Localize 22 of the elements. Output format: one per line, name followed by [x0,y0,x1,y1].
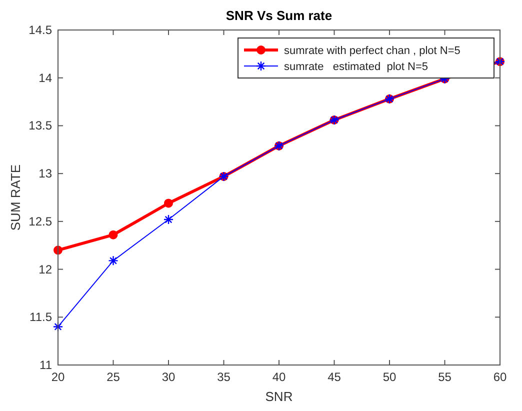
y-tick-label: 12 [38,262,52,276]
x-axis-title: SNR [265,389,293,404]
y-tick-label: 11 [40,358,52,372]
y-axis-title: SUM RATE [8,164,23,231]
y-tick-label: 13.5 [28,118,52,133]
y-tick-label: 14.5 [28,23,52,37]
legend-label: sumrate with perfect chan , plot N=5 [284,45,460,57]
x-tick-label: 25 [106,370,120,384]
chart-title: SNR Vs Sum rate [226,8,332,23]
y-tick-label: 14 [38,70,52,85]
y-tick-label: 11.5 [30,310,52,324]
x-tick-label: 45 [328,370,342,384]
x-tick-label: 55 [438,370,452,384]
x-tick-label: 30 [162,370,176,384]
x-tick-label: 35 [217,370,231,384]
y-tick-label: 13 [38,166,52,181]
x-tick-label: 40 [272,370,286,384]
legend-label: sumrate estimated plot N=5 [284,61,428,73]
x-tick-label: 60 [493,370,507,384]
x-tick-label: 50 [382,370,396,384]
x-tick-label: 20 [51,370,65,384]
y-tick-label: 12.5 [28,214,52,228]
